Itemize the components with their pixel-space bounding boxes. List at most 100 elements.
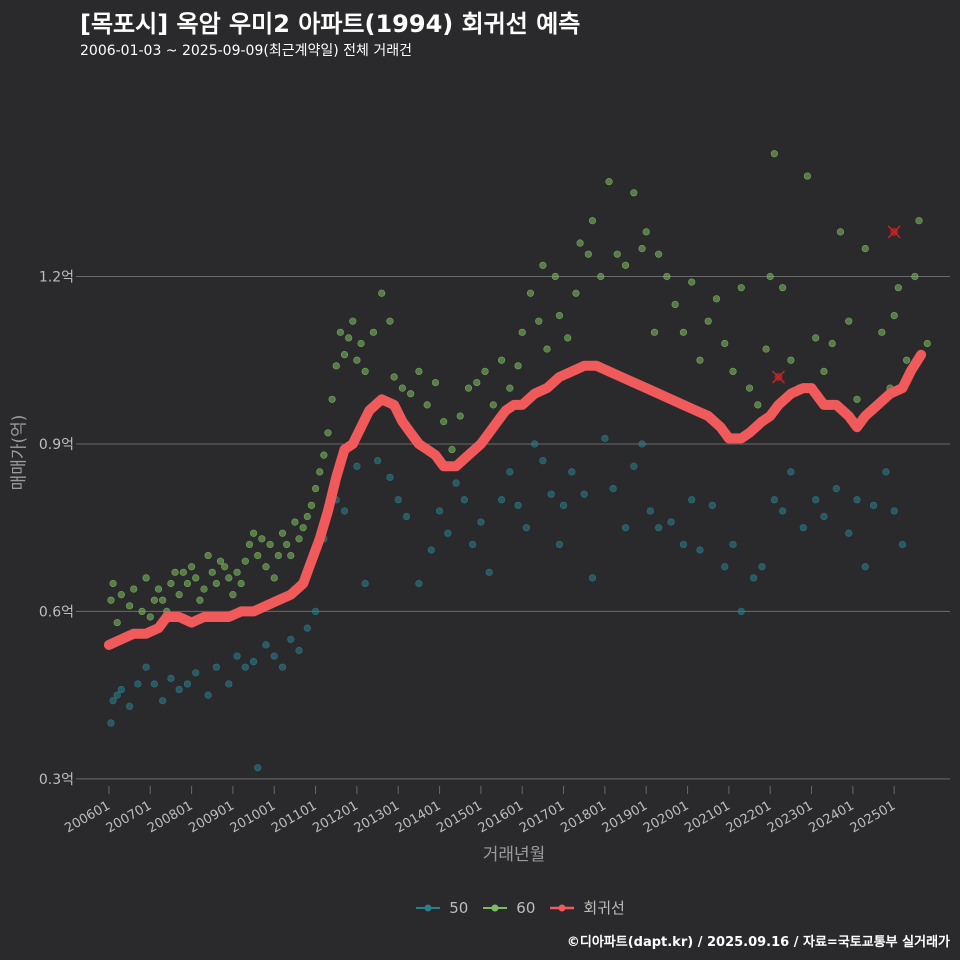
data-point-60 xyxy=(890,311,898,320)
data-point-60 xyxy=(159,596,167,604)
data-point-60 xyxy=(353,356,361,364)
data-point-50 xyxy=(882,468,890,476)
data-point-50 xyxy=(559,501,568,509)
data-point-60 xyxy=(316,468,324,476)
data-point-60 xyxy=(704,317,712,325)
data-point-50 xyxy=(630,462,638,470)
data-point-60 xyxy=(551,272,559,281)
data-point-60 xyxy=(712,295,721,303)
data-point-60 xyxy=(398,384,406,392)
data-point-60 xyxy=(311,485,320,493)
data-point-50 xyxy=(241,663,249,671)
x-tick-label: 201801 xyxy=(558,798,608,836)
data-point-50 xyxy=(311,607,320,615)
data-point-50 xyxy=(779,507,787,515)
data-point-60 xyxy=(696,356,704,364)
data-point-60 xyxy=(779,284,787,292)
x-tick-label: 201201 xyxy=(310,798,360,836)
data-point-60 xyxy=(473,378,481,387)
data-point-50 xyxy=(204,691,212,699)
data-point-50 xyxy=(295,646,303,655)
data-point-50 xyxy=(254,764,262,772)
data-point-60 xyxy=(130,585,138,593)
data-point-60 xyxy=(146,613,154,621)
x-tick-label: 202201 xyxy=(724,798,774,836)
data-point-60 xyxy=(390,373,398,381)
data-point-60 xyxy=(212,579,220,588)
data-point-50 xyxy=(452,479,460,487)
data-point-60 xyxy=(299,524,307,532)
data-point-60 xyxy=(597,272,605,281)
data-point-60 xyxy=(328,395,336,403)
data-point-60 xyxy=(216,557,225,565)
data-point-50 xyxy=(812,496,820,504)
data-point-60 xyxy=(576,239,584,247)
legend-label-60: 60 xyxy=(516,898,536,917)
data-point-50 xyxy=(758,563,766,571)
data-point-60 xyxy=(526,289,535,297)
data-point-50 xyxy=(514,501,522,509)
data-point-50 xyxy=(721,563,729,571)
data-point-50 xyxy=(638,440,646,448)
data-point-50 xyxy=(386,473,394,482)
data-point-60 xyxy=(894,284,902,292)
data-point-60 xyxy=(154,585,163,593)
data-point-50 xyxy=(770,496,778,504)
legend-swatch-50 xyxy=(416,904,441,911)
data-point-60 xyxy=(770,150,778,158)
legend-label-regression: 회귀선 xyxy=(583,899,625,917)
data-point-60 xyxy=(448,445,456,454)
x-tick-label: 201001 xyxy=(228,798,278,836)
y-tick-label: 1.2억 xyxy=(39,270,74,286)
data-point-60 xyxy=(514,362,522,370)
data-point-50 xyxy=(621,524,630,532)
data-point-50 xyxy=(861,563,869,571)
data-point-60 xyxy=(142,574,150,582)
data-point-60 xyxy=(340,351,349,359)
data-point-60 xyxy=(245,540,254,549)
data-point-60 xyxy=(754,401,762,409)
data-point-60 xyxy=(605,178,613,186)
data-point-50 xyxy=(588,574,597,582)
data-point-50 xyxy=(175,685,183,694)
data-point-60 xyxy=(861,245,869,253)
data-point-60 xyxy=(345,334,353,342)
data-point-50 xyxy=(688,496,696,504)
data-point-60 xyxy=(853,395,861,403)
data-point-50 xyxy=(225,680,233,688)
data-point-60 xyxy=(125,602,134,610)
x-tick-label: 202101 xyxy=(682,798,732,836)
data-point-60 xyxy=(679,328,688,336)
data-point-50 xyxy=(547,490,555,498)
data-point-60 xyxy=(167,579,175,588)
data-point-60 xyxy=(787,356,795,364)
cancelled-marker xyxy=(887,225,901,239)
data-point-50 xyxy=(150,680,158,688)
data-point-50 xyxy=(159,697,167,705)
data-point-50 xyxy=(853,496,861,504)
data-point-50 xyxy=(427,546,435,554)
data-point-50 xyxy=(845,529,853,537)
data-point-60 xyxy=(588,217,597,225)
data-point-60 xyxy=(828,339,836,348)
data-point-60 xyxy=(200,585,208,593)
data-point-50 xyxy=(890,507,898,515)
data-point-60 xyxy=(911,272,919,281)
data-point-50 xyxy=(609,485,617,493)
data-point-60 xyxy=(117,591,125,599)
data-point-60 xyxy=(543,345,551,353)
data-point-50 xyxy=(729,540,737,549)
data-point-60 xyxy=(229,591,237,599)
data-point-60 xyxy=(555,311,564,320)
data-point-60 xyxy=(270,574,278,582)
data-point-60 xyxy=(324,429,332,437)
data-point-50 xyxy=(655,524,663,532)
data-point-60 xyxy=(113,618,121,627)
y-tick-label: 0.3억 xyxy=(39,772,74,788)
data-point-60 xyxy=(336,328,344,336)
data-point-60 xyxy=(650,328,659,336)
cancelled-marker xyxy=(771,370,786,384)
data-point-60 xyxy=(671,300,679,309)
data-point-60 xyxy=(539,261,547,269)
data-point-50 xyxy=(415,579,423,588)
